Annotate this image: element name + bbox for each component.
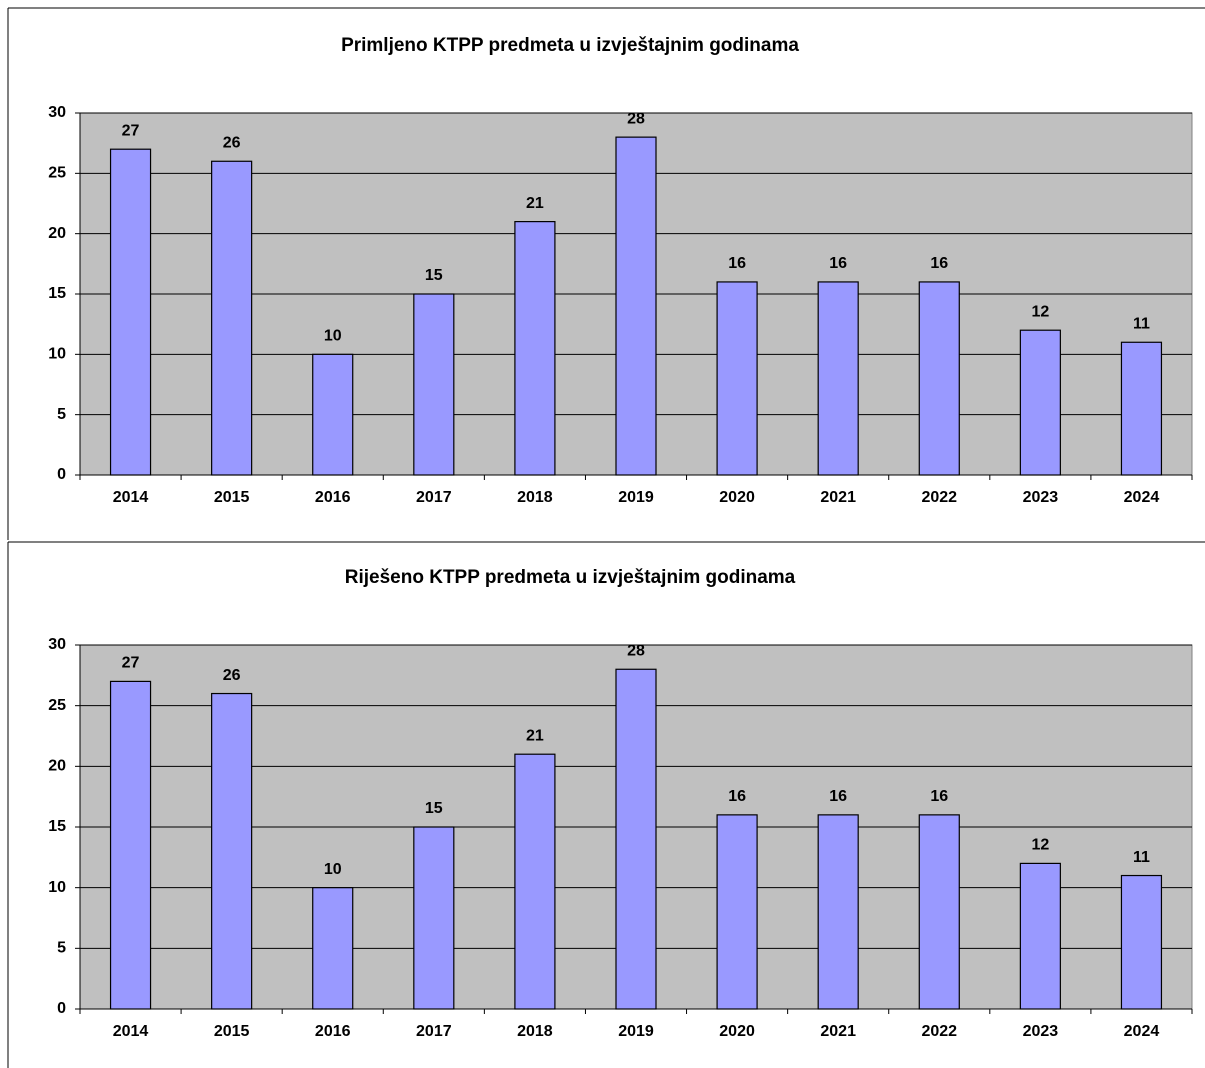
bar [211,692,253,1010]
x-tick-label: 2023 [1023,489,1059,506]
bar [716,281,758,476]
x-tick-label: 2020 [719,1023,755,1040]
bar [1019,862,1061,1010]
data-label: 27 [122,655,140,672]
x-tick-label: 2014 [113,489,149,506]
y-tick-label: 5 [57,940,66,957]
data-label: 26 [223,667,241,684]
x-tick-label: 2024 [1124,1023,1160,1040]
y-tick-label: 30 [48,104,66,121]
data-label: 21 [526,195,544,212]
x-tick-label: 2022 [921,1023,957,1040]
data-label: 16 [930,255,948,272]
bar [615,136,657,476]
bar [413,826,455,1010]
bar [109,148,152,476]
data-label: 15 [425,800,443,817]
bar [615,668,657,1010]
y-tick-label: 10 [48,346,66,363]
bar [211,160,253,476]
x-tick-label: 2015 [214,1023,250,1040]
y-tick-label: 0 [57,466,66,483]
y-tick-label: 25 [48,165,66,182]
bar [312,887,354,1010]
data-label: 28 [627,110,645,127]
data-label: 10 [324,328,342,345]
data-label: 12 [1031,837,1049,854]
chart-title: Riješeno KTPP predmeta u izvještajnim go… [345,567,796,588]
data-label: 15 [425,267,443,284]
x-tick-label: 2015 [214,489,250,506]
bar [413,293,455,476]
y-tick-label: 5 [57,406,66,423]
x-tick-label: 2024 [1124,489,1160,506]
bar [918,281,960,476]
data-label: 16 [728,788,746,805]
bar [109,680,152,1010]
data-label: 16 [829,255,847,272]
bar [817,281,859,476]
bar [817,814,859,1010]
x-tick-label: 2017 [416,489,452,506]
bar [514,221,556,476]
bar [716,814,758,1010]
y-tick-label: 30 [48,636,66,653]
data-label: 16 [829,788,847,805]
x-tick-label: 2016 [315,489,351,506]
bar [514,753,556,1010]
y-tick-label: 15 [48,818,66,835]
data-label: 10 [324,861,342,878]
y-tick-label: 20 [48,225,66,242]
data-label: 12 [1031,303,1049,320]
data-label: 16 [728,255,746,272]
x-tick-label: 2023 [1023,1023,1059,1040]
data-label: 26 [223,134,241,151]
x-tick-label: 2019 [618,1023,654,1040]
data-label: 11 [1133,315,1150,332]
x-tick-label: 2017 [416,1023,452,1040]
bar [312,353,354,476]
y-tick-label: 25 [48,697,66,714]
x-tick-label: 2018 [517,1023,553,1040]
x-tick-label: 2016 [315,1023,351,1040]
x-tick-label: 2022 [921,489,957,506]
y-tick-label: 10 [48,879,66,896]
data-label: 11 [1133,849,1150,866]
data-label: 21 [526,727,544,744]
bar [918,814,960,1010]
x-tick-label: 2021 [820,489,856,506]
x-tick-label: 2018 [517,489,553,506]
data-label: 28 [627,642,645,659]
x-tick-label: 2020 [719,489,755,506]
y-tick-label: 15 [48,285,66,302]
x-tick-label: 2014 [113,1023,149,1040]
x-tick-label: 2019 [618,489,654,506]
chart-title: Primljeno KTPP predmeta u izvještajnim g… [341,35,799,56]
data-label: 27 [122,122,140,139]
bar [1120,874,1163,1010]
y-tick-label: 20 [48,758,66,775]
bar [1120,341,1163,476]
bar [1019,329,1061,476]
data-label: 16 [930,788,948,805]
y-tick-label: 0 [57,1000,66,1017]
x-tick-label: 2021 [820,1023,856,1040]
